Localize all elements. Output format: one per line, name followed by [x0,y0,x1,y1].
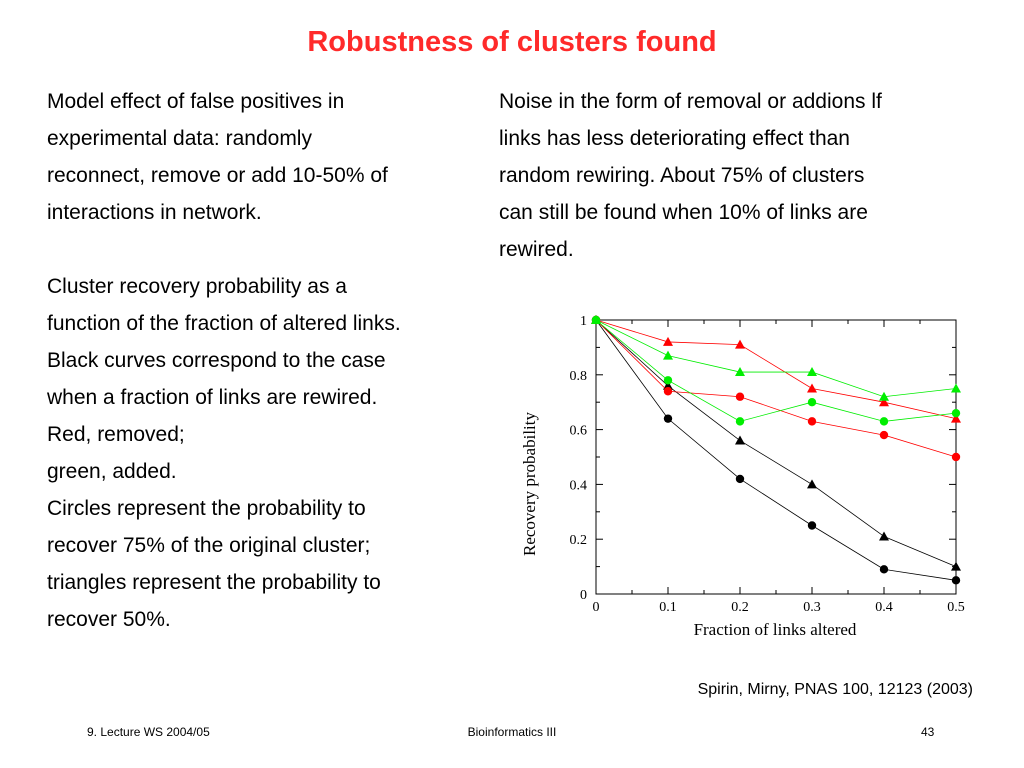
footer-page-number: 43 [921,725,935,739]
right-line: rewired. [499,238,574,261]
right-line: random rewiring. About 75% of clusters [499,164,865,187]
series-line [595,319,957,422]
data-point-circle [807,417,817,426]
data-point-circle [663,376,673,385]
x-tick-label: 0.2 [731,600,749,615]
y-tick-label: 0.6 [570,424,588,439]
chart-frame [595,319,957,595]
chart-series [591,315,961,585]
data-point-circle [951,408,961,418]
x-tick-label: 0.3 [803,600,821,615]
right-line: links has less deteriorating effect than [499,127,850,150]
data-point-circle [663,387,673,396]
left-line: experimental data: randomly [47,127,312,150]
data-point-triangle [951,413,961,423]
data-point-triangle [951,561,961,571]
series-line [595,319,957,420]
data-point-triangle [879,391,889,401]
data-point-triangle [591,315,601,324]
series-line [595,319,957,458]
citation: Spirin, Mirny, PNAS 100, 12123 (2003) [697,681,973,698]
data-point-circle [735,392,745,401]
plot-frame [595,319,957,595]
data-point-triangle [879,397,889,407]
data-point-circle [879,430,889,440]
x-axis-label: Fraction of links altered [694,620,857,639]
data-point-circle [735,417,745,426]
data-point-circle [951,576,961,585]
series-line [595,319,957,581]
y-tick-label: 0.4 [570,478,588,493]
left-line: Black curves correspond to the case [47,349,386,372]
data-point-triangle [807,367,817,377]
slide-title: Robustness of clusters found [307,26,717,58]
left-line: recover 75% of the original cluster; [47,534,371,557]
data-point-triangle [735,339,745,349]
y-tick-label: 0.2 [570,533,588,548]
left-line: green, added. [47,460,177,483]
right-text-column: Noise in the form of removal or addions … [499,83,979,268]
y-axis-label: Recovery probability [520,412,539,556]
y-tick-label: 1 [580,314,587,329]
x-tick-label: 0.5 [947,600,965,615]
left-line: recover 50%. [47,608,171,631]
left-line: reconnect, remove or add 10-50% of [47,164,388,187]
data-point-circle [807,521,817,530]
series-line [595,319,957,567]
right-line: can still be found when 10% of links are [499,201,868,224]
recovery-probability-chart: 0 0.1 0.2 0.3 0.4 0.5 0 0.2 0.4 0.6 0.8 1 Fraction … [520,314,965,639]
right-line: Noise in the form of removal or addions … [499,90,882,113]
data-point-circle [663,414,673,423]
data-point-triangle [663,350,673,360]
left-line: Circles represent the probability to [47,497,366,520]
data-point-triangle [951,383,961,393]
data-point-triangle [735,367,745,377]
data-point-triangle [663,336,673,346]
y-tick-label: 0.8 [570,369,588,384]
y-tick-label: 0 [580,588,587,603]
data-point-circle [735,474,745,484]
left-text-column: Model effect of false positives in exper… [47,83,492,638]
data-point-triangle [807,479,817,489]
x-tick-label: 0.4 [875,600,893,615]
x-tick-label: 0.1 [659,600,677,615]
data-point-circle [951,452,961,462]
data-point-circle [879,417,889,426]
left-line: function of the fraction of altered link… [47,312,401,335]
data-point-circle [879,565,889,574]
data-point-triangle [807,383,817,393]
left-line: Model effect of false positives in [47,90,345,113]
chart-ticks: 0 0.1 0.2 0.3 0.4 0.5 0 0.2 0.4 0.6 0.8 1 [570,314,965,615]
left-line: triangles represent the probability to [47,571,381,594]
data-point-circle [807,398,817,407]
data-point-triangle [663,380,673,390]
data-point-triangle [879,531,889,541]
paragraph-gap [47,231,492,268]
left-line: Red, removed; [47,423,185,446]
left-line: interactions in network. [47,201,262,224]
left-line: Cluster recovery probability as a [47,275,347,298]
series-line [595,319,957,398]
footer-lecture: 9. Lecture WS 2004/05 [87,725,210,739]
footer-course: Bioinformatics III [467,725,557,739]
left-line: when a fraction of links are rewired. [47,386,378,409]
x-tick-label: 0 [593,600,600,615]
data-point-triangle [735,435,745,445]
